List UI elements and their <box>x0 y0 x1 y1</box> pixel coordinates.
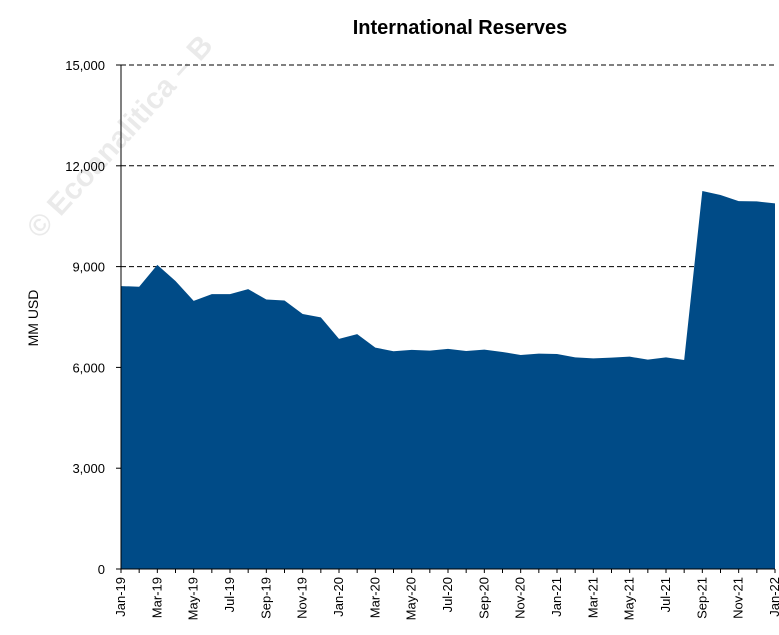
y-axis-label: MM USD <box>25 290 41 347</box>
x-tick-label: May-20 <box>404 577 419 620</box>
x-tick-label: Jan-20 <box>331 577 346 617</box>
x-tick-label: Mar-21 <box>585 577 600 618</box>
series-area <box>121 191 775 569</box>
x-tick-label: Jan-21 <box>549 577 564 617</box>
y-tick-label: 3,000 <box>72 461 105 476</box>
x-tick-label: May-19 <box>186 577 201 620</box>
x-tick-label: Jan-22 <box>767 577 779 617</box>
y-tick-label: 6,000 <box>72 360 105 375</box>
x-tick-label: Mar-20 <box>367 577 382 618</box>
chart-title: International Reserves <box>353 17 568 39</box>
y-tick-label: 9,000 <box>72 260 105 275</box>
x-tick-label: Mar-19 <box>149 577 164 618</box>
axes <box>116 64 776 573</box>
x-tick-labels: Jan-19 Mar-19 May-19 Jul-19 Sep-19 Nov-19 Jan-… <box>113 577 779 620</box>
x-tick-label: Jul-21 <box>658 577 673 612</box>
y-tick-label: 0 <box>98 562 105 577</box>
x-tick-label: Nov-19 <box>295 577 310 619</box>
x-tick-label: Jan-19 <box>113 577 128 617</box>
x-tick-label: Jul-19 <box>222 577 237 612</box>
y-tick-labels: 0 3,000 6,000 9,000 12,000 15,000 <box>65 58 105 577</box>
y-tick-label: 15,000 <box>65 58 105 73</box>
x-tick-label: Sep-21 <box>694 577 709 619</box>
y-tick-label: 12,000 <box>65 159 105 174</box>
watermark-text: © Ecoanalitica – B <box>21 29 220 245</box>
x-tick-label: Sep-20 <box>476 577 491 619</box>
x-tick-label: Nov-20 <box>513 577 528 619</box>
gridlines <box>121 64 775 268</box>
x-tick-label: Sep-19 <box>258 577 273 619</box>
x-tick-label: Nov-21 <box>731 577 746 619</box>
x-tick-label: May-21 <box>622 577 637 620</box>
x-tick-label: Jul-20 <box>440 577 455 612</box>
